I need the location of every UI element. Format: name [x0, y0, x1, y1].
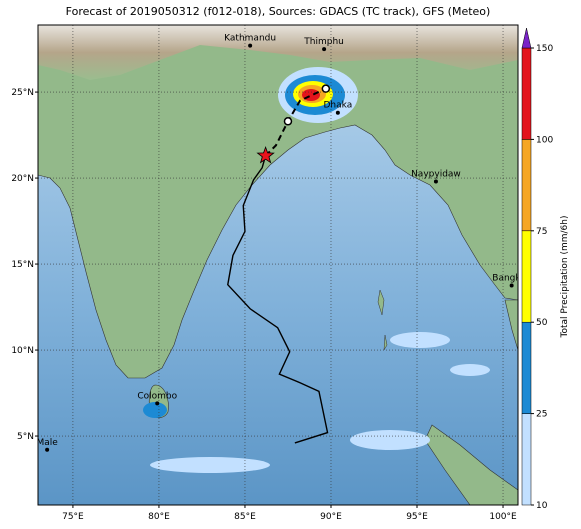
y-tick-label: 5°N — [17, 432, 34, 442]
colorbar-tick-label: 150 — [536, 44, 553, 54]
colorbar-tick-label: 100 — [536, 135, 553, 145]
city-label: Dhaka — [324, 101, 353, 111]
colorbar-tick-label: 75 — [536, 227, 547, 237]
grid — [38, 25, 518, 505]
x-tick-label: 100°E — [489, 512, 517, 522]
axes: 75°E 80°E 85°E 90°E 95°E 100°E 5°N 10°N 15°N 20°N… — [11, 88, 517, 522]
colorbar-segment — [521, 139, 532, 232]
colorbar-segment — [521, 230, 532, 323]
city-label: Colombo — [137, 391, 177, 401]
city-label: Kathmandu — [224, 34, 276, 44]
current-position — [256, 146, 275, 164]
y-tick-label: 15°N — [11, 260, 34, 270]
colorbar-tick-label: 10 — [536, 501, 548, 511]
city-label: Bangkok — [492, 274, 532, 284]
colorbar: 10 25 50 75 100 150 Total Precipitation (mm/6h… — [521, 27, 570, 511]
sumatra — [424, 424, 518, 505]
city-label: Thimphu — [303, 37, 344, 47]
precip-10 — [450, 364, 490, 376]
colorbar-segment — [521, 413, 532, 506]
city-marker — [45, 447, 50, 452]
city-marker — [335, 110, 340, 115]
y-tick-label: 20°N — [11, 174, 34, 184]
city-marker — [155, 401, 160, 406]
colorbar-label: Total Precipitation (mm/6h) — [560, 215, 570, 338]
frame — [37, 24, 519, 506]
colorbar-segment — [521, 321, 532, 414]
x-tick-label: 90°E — [320, 512, 342, 522]
city-marker — [433, 179, 438, 184]
peninsula — [504, 299, 518, 351]
overlay: Kathmandu Thimphu Dhaka Naypyidaw Bangkok Col… — [36, 34, 532, 452]
chart-title: Forecast of 2019050312 (f012-018), Sourc… — [66, 5, 491, 18]
colorbar-segment — [521, 47, 532, 140]
city-marker — [322, 47, 327, 52]
track — [227, 155, 329, 444]
colorbar-extend — [521, 27, 532, 49]
map: Kathmandu Thimphu Dhaka Naypyidaw Bangkok Col… — [36, 25, 532, 505]
forecast-point — [321, 84, 331, 93]
precip-10 — [350, 430, 430, 450]
city-label: Male — [36, 438, 58, 448]
forecast-point — [283, 117, 293, 126]
y-tick-label: 25°N — [11, 88, 34, 98]
precip-10 — [150, 457, 270, 473]
city-marker — [509, 283, 514, 288]
x-tick-label: 80°E — [148, 512, 170, 522]
colorbar-tick-label: 25 — [536, 410, 547, 420]
x-tick-label: 75°E — [62, 512, 84, 522]
precip-10 — [390, 332, 450, 348]
precipitation — [143, 67, 490, 473]
precip-25 — [143, 402, 167, 418]
x-tick-label: 85°E — [234, 512, 256, 522]
city-marker — [248, 43, 253, 48]
y-tick-label: 10°N — [11, 346, 34, 356]
city-label: Naypyidaw — [411, 170, 461, 180]
colorbar-tick-label: 50 — [536, 318, 548, 328]
mountains — [38, 25, 518, 80]
x-tick-label: 95°E — [406, 512, 428, 522]
islands — [377, 289, 388, 351]
